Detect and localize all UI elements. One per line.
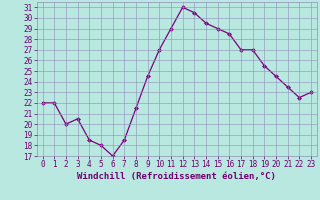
X-axis label: Windchill (Refroidissement éolien,°C): Windchill (Refroidissement éolien,°C) — [77, 172, 276, 181]
